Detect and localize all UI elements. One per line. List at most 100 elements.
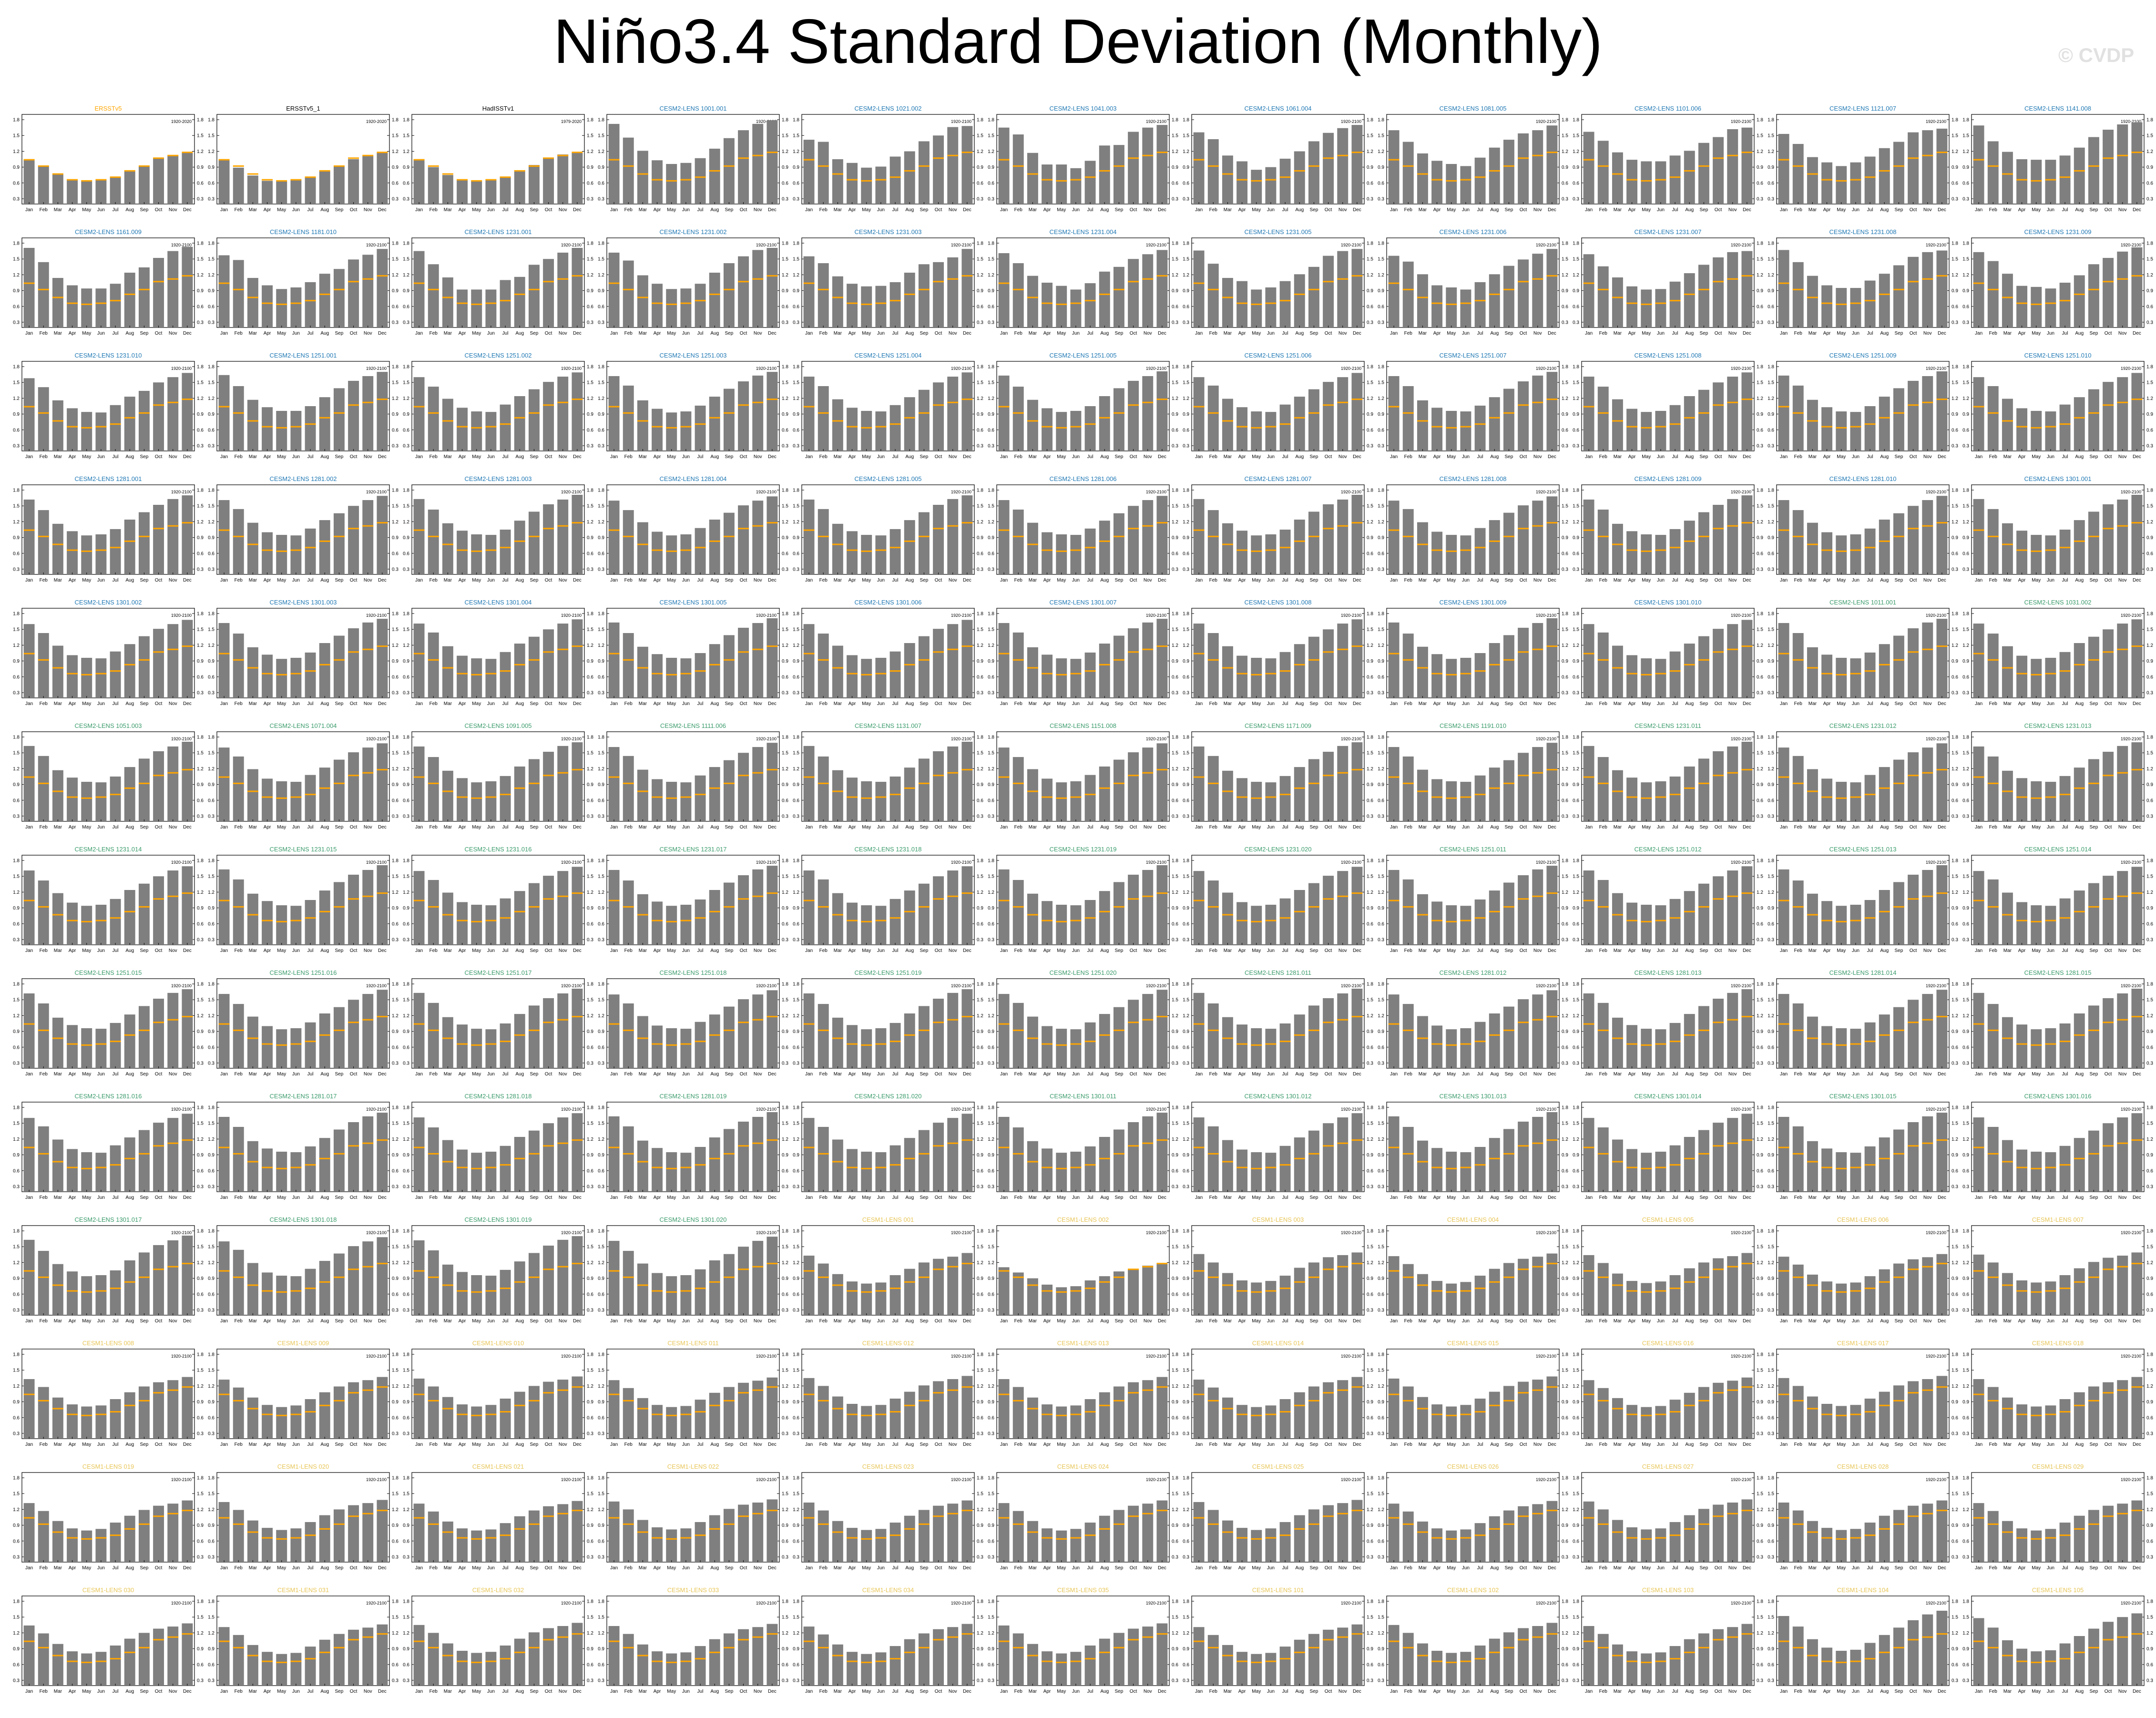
bar: [804, 256, 815, 327]
y-tick-label: 1.5: [587, 504, 593, 509]
y-tick-label: 0.9: [782, 659, 788, 664]
x-tick-label: Jul: [1087, 331, 1093, 336]
y-tick-label: 1.2: [793, 149, 799, 154]
x-tick-label: Nov: [949, 454, 957, 460]
x-tick-label: May: [472, 207, 481, 213]
x-tick-label: Mar: [1614, 578, 1622, 583]
x-tick-label: Dec: [1743, 207, 1751, 213]
y-tick-label: 0.9: [208, 535, 215, 541]
x-tick-label: Jan: [610, 578, 618, 583]
x-tick-label: Jun: [877, 578, 885, 583]
y-tick-label: 0.3: [1573, 814, 1579, 819]
bar: [1208, 264, 1219, 327]
bar: [1042, 283, 1052, 327]
bar: [52, 646, 63, 698]
y-tick-label: 1.5: [13, 504, 20, 509]
bar: [2045, 658, 2056, 698]
y-tick-label: 0.6: [977, 798, 983, 803]
y-tick-label: 1.8: [1378, 488, 1384, 493]
y-tick-label: 0.3: [1378, 320, 1384, 325]
x-tick-label: Jul: [892, 454, 899, 460]
y-tick-label: 0.3: [1962, 814, 1969, 819]
x-tick-label: Jul: [1087, 825, 1093, 830]
x-tick-label: May: [82, 701, 91, 706]
panel-title: CESM2-LENS 1251.007: [1440, 352, 1507, 359]
x-tick-label: Jun: [2047, 578, 2054, 583]
y-tick-label: 1.2: [782, 643, 788, 648]
bar: [1698, 390, 1709, 451]
bar: [276, 535, 287, 574]
y-tick-label: 0.3: [1367, 567, 1373, 572]
panel-period: 1920-2100: [951, 490, 971, 494]
y-tick-label: 1.2: [1562, 396, 1568, 401]
bar: [1114, 636, 1124, 698]
y-tick-label: 1.5: [1562, 380, 1568, 386]
panel-period: 1920-2100: [951, 736, 971, 741]
x-tick-label: Feb: [1404, 578, 1413, 583]
bar: [861, 411, 872, 451]
bar: [572, 248, 582, 327]
bar: [1403, 142, 1414, 204]
y-tick-label: 0.9: [208, 288, 215, 294]
y-tick-label: 0.3: [2146, 567, 2153, 572]
x-tick-label: Feb: [40, 454, 48, 460]
bar: [2117, 500, 2128, 574]
x-tick-label: May: [1057, 331, 1066, 336]
y-tick-label: 0.6: [13, 181, 20, 186]
y-tick-label: 1.5: [782, 504, 788, 509]
x-tick-label: Feb: [429, 825, 438, 830]
bar: [1208, 756, 1219, 821]
y-tick-label: 0.9: [587, 782, 593, 787]
x-tick-label: Nov: [2118, 701, 2127, 706]
x-tick-label: Jul: [892, 825, 899, 830]
panel-period: 1920-2100: [1146, 119, 1166, 124]
y-tick-label: 1.8: [1757, 488, 1763, 493]
x-tick-label: Feb: [624, 701, 633, 706]
y-tick-label: 0.6: [1757, 181, 1763, 186]
x-tick-label: Dec: [768, 331, 777, 336]
y-tick-label: 0.3: [1962, 320, 1969, 325]
y-tick-label: 1.5: [1562, 504, 1568, 509]
y-tick-label: 0.9: [1367, 288, 1373, 294]
x-tick-label: Dec: [1938, 207, 1946, 213]
y-tick-label: 1.2: [197, 149, 204, 154]
bar: [875, 166, 886, 204]
bar: [999, 128, 1010, 204]
bar: [1294, 274, 1305, 327]
y-tick-label: 1.8: [1952, 241, 1958, 246]
y-tick-label: 1.5: [1183, 133, 1189, 139]
bar: [219, 160, 230, 204]
x-tick-label: Jul: [2062, 701, 2068, 706]
bar: [1070, 781, 1081, 821]
x-tick-label: Sep: [1700, 701, 1708, 706]
y-tick-label: 1.2: [587, 643, 593, 648]
x-tick-label: Sep: [1700, 454, 1708, 460]
x-tick-label: May: [862, 578, 871, 583]
y-tick-label: 0.6: [1768, 304, 1774, 309]
bar: [1612, 399, 1623, 451]
y-tick-label: 1.2: [13, 643, 20, 648]
bar: [52, 400, 63, 451]
y-tick-label: 1.5: [977, 133, 983, 139]
x-tick-label: Apr: [848, 825, 856, 830]
bar: [514, 170, 525, 204]
x-tick-label: May: [1837, 825, 1846, 830]
bar: [904, 520, 915, 574]
x-tick-label: Oct: [545, 331, 552, 336]
bar: [514, 644, 525, 698]
bar: [695, 284, 706, 327]
y-tick-label: 1.5: [1768, 627, 1774, 633]
x-tick-label: Aug: [710, 331, 719, 336]
panel-period: 1920-2100: [171, 366, 192, 371]
x-tick-label: Jul: [1282, 578, 1288, 583]
y-tick-label: 0.9: [793, 412, 799, 417]
panel-period: 1920-2100: [1146, 736, 1166, 741]
bar: [2031, 411, 2042, 451]
y-tick-label: 0.6: [392, 304, 399, 309]
x-tick-label: Jan: [1195, 207, 1203, 213]
x-tick-label: May: [2032, 578, 2041, 583]
y-tick-label: 1.5: [1367, 380, 1373, 386]
bar: [1027, 153, 1038, 204]
